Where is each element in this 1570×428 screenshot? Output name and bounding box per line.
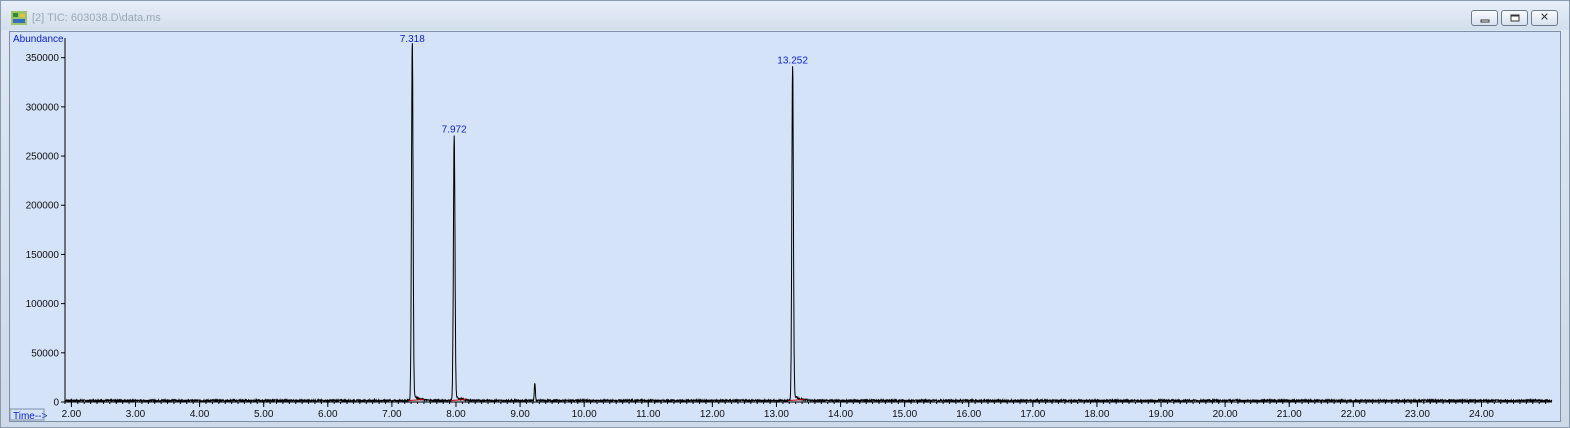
restore-button[interactable] xyxy=(1501,10,1528,26)
x-tick-label: 18.00 xyxy=(1084,409,1109,420)
y-tick-label: 350000 xyxy=(26,53,60,64)
close-icon: ✕ xyxy=(1539,11,1550,24)
x-tick-label: 16.00 xyxy=(956,409,981,420)
y-axis-ticks: 0 50000 100000 150000 200000 250000 300000 3500… xyxy=(26,53,65,409)
x-tick-label: 20.00 xyxy=(1213,409,1238,420)
tic-trace xyxy=(64,43,1553,404)
x-tick-label: 10.00 xyxy=(572,409,597,420)
x-tick-label: 21.00 xyxy=(1277,409,1302,420)
x-tick-label: 3.00 xyxy=(126,409,146,420)
x-tick-label: 19.00 xyxy=(1149,409,1174,420)
x-tick-label: 14.00 xyxy=(828,409,853,420)
x-tick-label: 23.00 xyxy=(1405,409,1430,420)
y-tick-label: 50000 xyxy=(31,348,59,359)
chemstation-app-icon xyxy=(11,11,27,25)
x-tick-label: 8.00 xyxy=(446,409,466,420)
y-tick-label: 250000 xyxy=(26,152,60,163)
peak-baseline xyxy=(409,399,424,402)
peak-baseline xyxy=(450,399,466,402)
x-tick-label: 5.00 xyxy=(254,409,274,420)
y-tick-label: 150000 xyxy=(26,250,60,261)
x-axis-label-box xyxy=(10,408,45,421)
window-title: [2] TIC: 603038.D\data.ms xyxy=(32,12,161,24)
tic-chromatogram-chart[interactable]: Abundance Time--> 0 50000 100000 150000 2000… xyxy=(10,32,1560,421)
x-axis-ticks: 2.00 3.00 4.00 5.00 6.00 7.00 8.00 9.00 10.00 11.… xyxy=(62,402,1547,420)
x-tick-label: 13.00 xyxy=(764,409,789,420)
y-tick-label: 0 xyxy=(53,398,59,409)
x-tick-label: 17.00 xyxy=(1020,409,1045,420)
y-axis-label: Abundance xyxy=(13,34,64,45)
x-tick-label: 12.00 xyxy=(700,409,725,420)
x-tick-label: 9.00 xyxy=(510,409,530,420)
x-tick-label: 11.00 xyxy=(636,409,661,420)
peak-label: 13.252 xyxy=(777,56,808,67)
window-titlebar[interactable]: [2] TIC: 603038.D\data.ms ✕ xyxy=(1,1,1569,30)
y-tick-label: 300000 xyxy=(26,102,60,113)
y-tick-label: 200000 xyxy=(26,201,60,212)
x-tick-label: 2.00 xyxy=(62,409,82,420)
x-tick-label: 7.00 xyxy=(382,409,402,420)
integration-baselines xyxy=(409,399,805,402)
peak-baseline xyxy=(789,399,805,402)
y-tick-label: 100000 xyxy=(26,299,60,310)
peak-label: 7.318 xyxy=(400,34,425,45)
x-tick-label: 22.00 xyxy=(1341,409,1366,420)
peak-labels: 7.318 7.972 13.252 xyxy=(400,34,809,136)
close-button[interactable]: ✕ xyxy=(1531,10,1558,26)
minimize-icon xyxy=(1480,19,1489,23)
plot-panel[interactable]: Abundance Time--> 0 50000 100000 150000 2000… xyxy=(9,31,1561,422)
minimize-button[interactable] xyxy=(1471,10,1498,26)
x-tick-label: 24.00 xyxy=(1469,409,1494,420)
peak-label: 7.972 xyxy=(442,124,467,135)
x-tick-label: 4.00 xyxy=(190,409,210,420)
restore-icon xyxy=(1510,14,1519,22)
x-tick-label: 6.00 xyxy=(318,409,338,420)
x-axis-label: Time--> xyxy=(13,411,48,421)
x-tick-label: 15.00 xyxy=(892,409,917,420)
